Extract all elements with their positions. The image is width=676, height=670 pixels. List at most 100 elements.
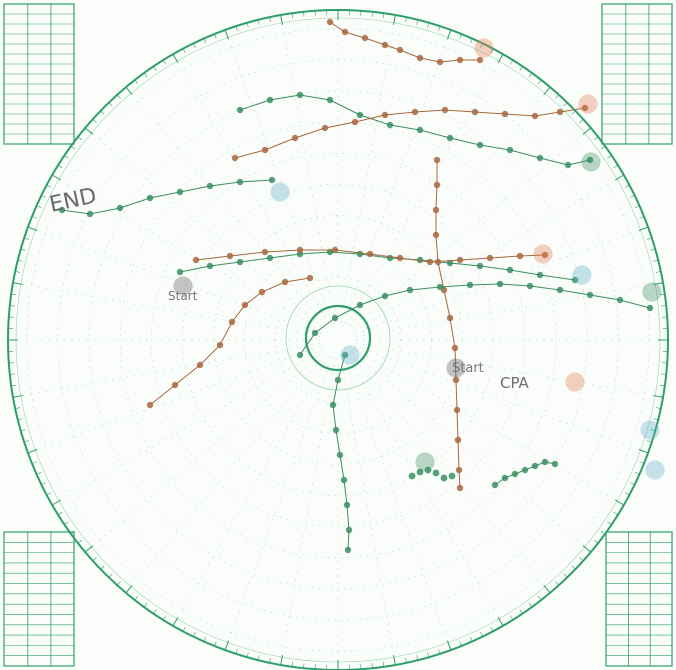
circled-marker <box>415 452 435 472</box>
track-top-brown-fix <box>396 46 404 54</box>
track-south-green-fix <box>341 351 349 359</box>
bearing-tick <box>579 557 584 562</box>
track-end-green-fix <box>58 206 66 214</box>
bearing-tick <box>17 259 23 262</box>
bearing-tick <box>528 602 533 608</box>
bearing-tick <box>303 11 305 17</box>
bearing-tick <box>650 429 656 432</box>
bearing-tick <box>172 616 179 627</box>
track-vertical-brown-fix <box>432 206 440 214</box>
bearing-tick <box>661 373 667 375</box>
compass-rose <box>7 9 669 670</box>
track-mid-green-fix <box>266 254 274 262</box>
track-upper-brown-fix <box>321 124 329 132</box>
bearing-tick <box>634 205 640 209</box>
track-end-green-fix <box>206 182 214 190</box>
track-mid-brown-fix <box>486 254 494 262</box>
bearing-tick <box>182 48 186 54</box>
bearing-tick <box>537 79 542 85</box>
bearing-tick <box>655 407 661 409</box>
table-bottom-left <box>3 531 75 667</box>
bearing-tick <box>203 636 207 642</box>
bearing-tick <box>571 565 576 570</box>
bearing-tick <box>416 19 419 25</box>
track-vertical-brown-fix <box>433 181 441 189</box>
track-mid-green-fix <box>356 250 364 258</box>
bearing-tick <box>405 657 407 663</box>
bearing-spoke <box>354 345 637 449</box>
bearing-tick <box>563 102 568 107</box>
track-south-green-fix <box>336 451 344 459</box>
bearing-tick <box>17 418 23 421</box>
bearing-tick <box>15 271 21 273</box>
track-center-green-fix <box>616 296 624 304</box>
bearing-tick <box>653 282 664 285</box>
bearing-tick <box>607 521 612 525</box>
bearing-tick <box>77 136 83 141</box>
track-diagonal-brown-fix <box>216 341 224 349</box>
track-mid-green-fix <box>536 271 544 279</box>
circled-marker <box>640 420 660 440</box>
bearing-spoke <box>62 348 323 500</box>
bearing-spoke <box>94 351 325 545</box>
track-vertical-brown-fix <box>455 466 463 474</box>
track-upper-green-fix <box>236 106 244 114</box>
track-lower-right-green <box>491 458 559 489</box>
track-upper-brown-fix <box>471 108 479 116</box>
track-mid-green-fix <box>206 262 214 270</box>
corner-tables <box>3 3 673 667</box>
table-bottom-right-frame <box>605 531 673 667</box>
bearing-tick <box>24 440 29 443</box>
track-center-green-fix <box>381 292 389 300</box>
range-ring <box>57 59 619 621</box>
track-mid-brown-line <box>195 249 546 263</box>
track-top-brown-fix <box>326 18 334 26</box>
track-upper-green-fix <box>386 121 394 129</box>
bearing-tick <box>246 22 249 28</box>
bearing-tick <box>51 499 62 506</box>
bearing-tick <box>24 237 29 240</box>
bearing-tick <box>125 86 133 96</box>
track-south-green-fix <box>343 501 351 509</box>
track-diagonal-brown-fix <box>306 274 314 282</box>
bearing-tick <box>509 59 514 65</box>
bearing-tick <box>653 259 659 262</box>
track-vertical-brown-fix <box>453 406 461 414</box>
bearing-tick <box>490 48 494 54</box>
bearing-tick <box>100 565 105 570</box>
track-upper-green-fix <box>326 96 334 104</box>
bearing-tick <box>427 652 430 658</box>
range-ring <box>182 184 494 496</box>
track-mid-brown-fix <box>261 248 269 256</box>
outer-ring <box>7 9 669 670</box>
bearing-spoke <box>178 64 330 325</box>
bearing-tick <box>638 448 649 454</box>
bearing-spoke <box>282 357 336 654</box>
bearing-tick <box>116 94 121 99</box>
track-upper-brown-fix <box>261 146 269 154</box>
track-upper-brown-fix <box>291 134 299 142</box>
bearing-tick <box>193 631 196 637</box>
cluster-fix <box>408 472 416 480</box>
track-diagonal-brown-fix <box>146 401 154 409</box>
range-ring <box>213 215 463 465</box>
track-upper-brown-fix <box>411 108 419 116</box>
track-mid-brown-fix <box>456 256 464 264</box>
bearing-tick <box>162 59 167 65</box>
track-south-green <box>329 351 353 554</box>
bearing-tick <box>446 640 452 651</box>
track-mid-brown-fix <box>331 246 339 254</box>
track-center-green-fix <box>646 304 654 312</box>
bearing-spoke <box>340 26 394 323</box>
track-upper-green-fix <box>506 146 514 154</box>
bearing-tick <box>509 615 514 621</box>
bearing-tick <box>100 110 105 115</box>
bearing-spoke <box>343 356 447 639</box>
bearing-tick <box>653 418 659 421</box>
bearing-tick <box>659 293 665 296</box>
bearing-tick <box>582 545 592 553</box>
bearing-tick <box>280 655 283 666</box>
track-center-green-fix <box>356 301 364 309</box>
